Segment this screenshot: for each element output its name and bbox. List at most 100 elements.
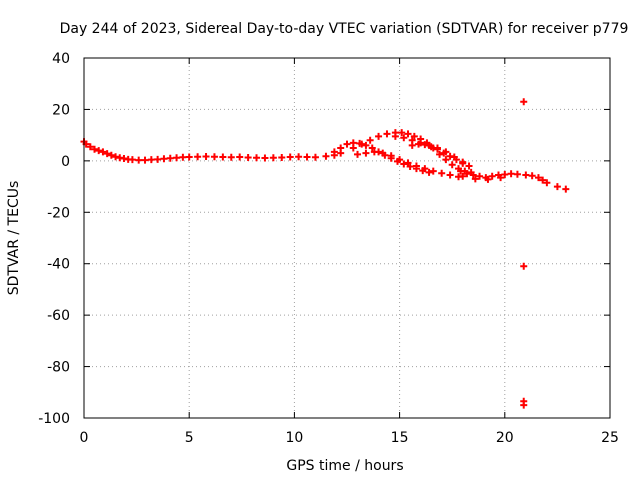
data-point xyxy=(261,154,269,162)
y-tick-label: 0 xyxy=(61,154,70,170)
data-point xyxy=(463,170,471,178)
data-point xyxy=(400,160,408,168)
x-tick-label: 15 xyxy=(391,430,409,446)
data-point xyxy=(330,148,338,156)
series-arc-5 xyxy=(408,140,467,167)
data-point xyxy=(253,154,261,162)
data-point xyxy=(543,179,551,187)
data-points xyxy=(80,98,570,409)
y-axis-label: SDTVAR / TECUs xyxy=(6,181,22,296)
data-point xyxy=(520,262,528,270)
data-point xyxy=(507,170,515,178)
data-point xyxy=(415,140,423,148)
grid-lines xyxy=(84,58,610,418)
data-point xyxy=(520,401,528,409)
data-point xyxy=(210,153,218,161)
data-point xyxy=(488,172,496,180)
data-point xyxy=(534,174,542,182)
data-point xyxy=(286,153,294,161)
data-point xyxy=(185,153,193,161)
data-point xyxy=(147,156,155,164)
data-point xyxy=(404,159,412,167)
data-point xyxy=(278,154,286,162)
data-point xyxy=(91,145,99,153)
data-point xyxy=(343,140,351,148)
data-point xyxy=(379,149,387,157)
data-point xyxy=(322,152,330,160)
data-point xyxy=(362,141,370,149)
data-point xyxy=(513,170,521,178)
data-point xyxy=(311,153,319,161)
data-point xyxy=(99,148,107,156)
data-point xyxy=(227,153,235,161)
data-point xyxy=(375,132,383,140)
data-point xyxy=(179,153,187,161)
y-tick-label: -40 xyxy=(47,257,70,273)
data-point xyxy=(86,143,94,151)
data-point xyxy=(244,154,252,162)
data-point xyxy=(433,145,441,153)
plot-frame xyxy=(83,57,611,419)
data-point xyxy=(465,162,473,170)
data-point xyxy=(387,152,395,160)
data-point xyxy=(440,149,448,157)
data-point xyxy=(269,154,277,162)
data-point xyxy=(173,154,181,162)
x-tick-label: 0 xyxy=(80,430,89,446)
y-tick-label: 40 xyxy=(52,51,70,67)
data-point xyxy=(349,144,357,152)
data-point xyxy=(452,156,460,164)
data-point xyxy=(522,171,530,179)
data-point xyxy=(358,140,366,148)
y-tick-label: -20 xyxy=(47,205,70,221)
data-point xyxy=(303,153,311,161)
data-point xyxy=(368,144,376,152)
data-point xyxy=(459,172,467,180)
series-arc-3 xyxy=(354,148,463,181)
data-point xyxy=(362,149,370,157)
data-point xyxy=(429,167,437,175)
data-point xyxy=(539,176,547,184)
data-point xyxy=(166,154,174,162)
data-point xyxy=(160,155,168,163)
y-tick-label: 20 xyxy=(52,102,70,118)
data-point xyxy=(436,150,444,158)
data-point xyxy=(471,175,479,183)
series-main-band xyxy=(80,138,345,164)
data-point xyxy=(410,132,418,140)
data-point xyxy=(141,156,149,164)
data-point xyxy=(408,141,416,149)
data-point xyxy=(154,155,162,163)
data-point xyxy=(337,144,345,152)
data-point xyxy=(442,156,450,164)
x-axis-label: GPS time / hours xyxy=(286,458,403,474)
data-point xyxy=(404,130,412,138)
data-point xyxy=(497,174,505,182)
data-point xyxy=(112,153,120,161)
data-point xyxy=(421,141,429,149)
data-point xyxy=(219,153,227,161)
data-point xyxy=(421,165,429,173)
data-point xyxy=(354,150,362,158)
data-point xyxy=(446,152,454,160)
data-point xyxy=(236,153,244,161)
axis-ticks xyxy=(83,57,611,419)
data-point xyxy=(484,175,492,183)
data-point xyxy=(295,153,303,161)
data-point xyxy=(194,153,202,161)
data-point xyxy=(406,163,414,171)
data-point xyxy=(427,143,435,151)
data-point xyxy=(476,172,484,180)
data-point xyxy=(528,172,536,180)
data-point xyxy=(469,171,477,179)
data-point xyxy=(459,159,467,167)
data-point xyxy=(448,161,456,169)
data-point xyxy=(128,156,136,164)
data-point xyxy=(562,185,570,193)
y-tick-label: -100 xyxy=(38,411,70,427)
x-tick-label: 20 xyxy=(496,430,514,446)
data-point xyxy=(107,151,115,159)
data-point xyxy=(400,134,408,142)
chart-title: Day 244 of 2023, Sidereal Day-to-day VTE… xyxy=(60,21,629,37)
y-tick-label: -80 xyxy=(47,360,70,376)
